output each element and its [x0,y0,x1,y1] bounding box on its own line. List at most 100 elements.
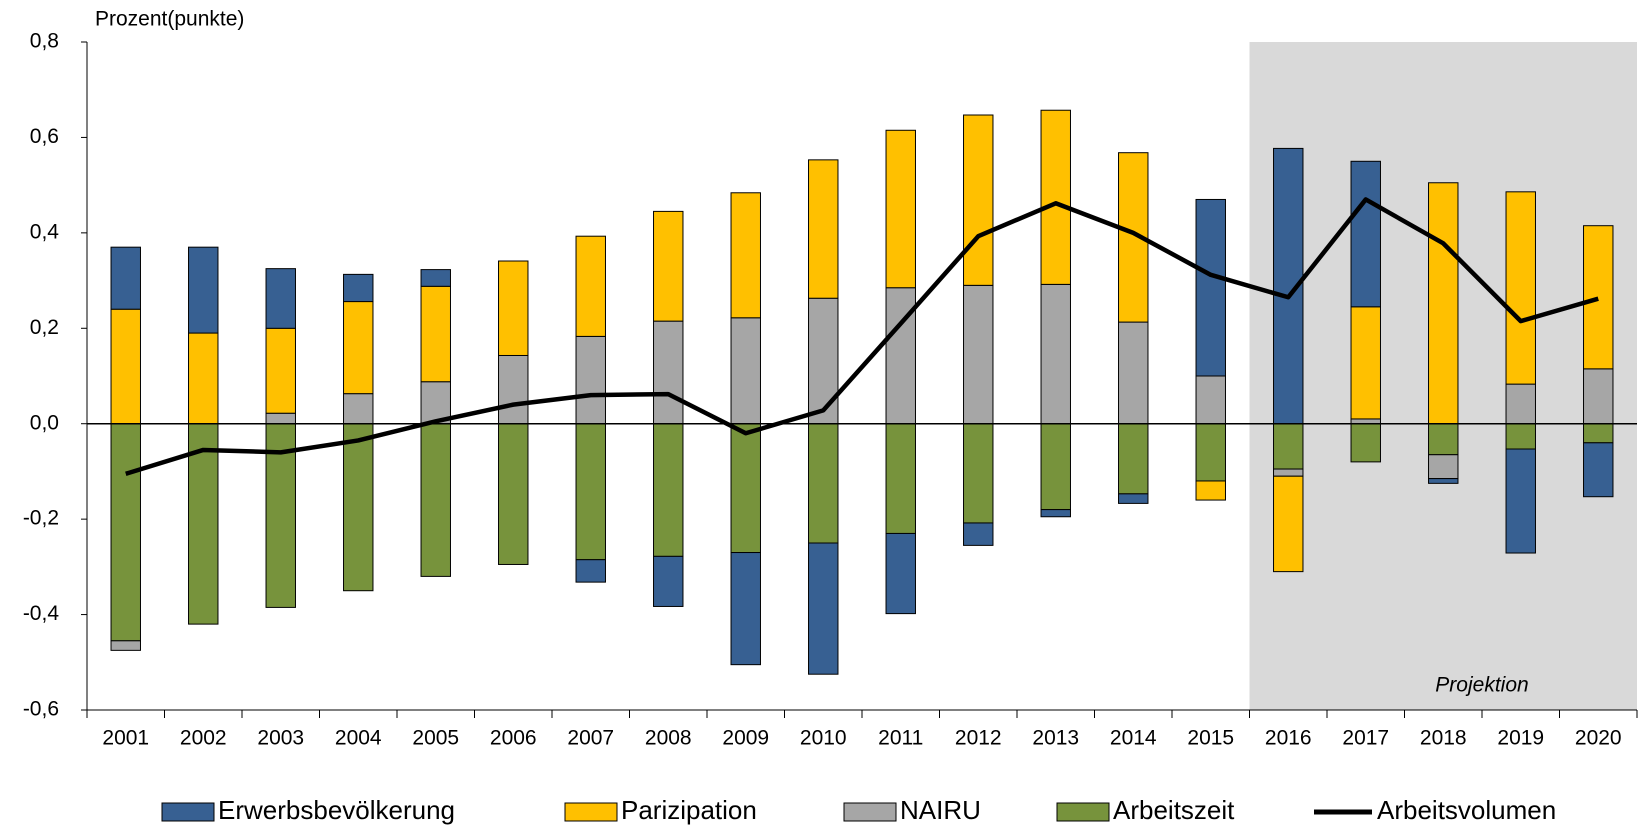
bar-segment [1350,423,1381,463]
projection-label: Projektion [1435,674,1528,697]
bar-segment [653,423,684,557]
legend-swatch [564,802,618,822]
x-tick-label: 2007 [567,727,614,750]
x-tick-label: 2009 [722,727,769,750]
bar-segment [1273,475,1304,573]
legend-label: NAIRU [900,795,981,825]
bar-segment [885,423,916,534]
legend-label: Arbeitsvolumen [1377,795,1556,825]
bar-segment [653,555,684,607]
bar-segment [730,423,761,554]
bar-segment [653,210,684,322]
bar-segment [343,423,374,592]
legend-label: Arbeitszeit [1113,795,1235,825]
bar-segment [1040,423,1071,511]
y-tick-label: 0,4 [30,220,60,243]
bar-segment [420,269,451,287]
bar-segment [963,423,994,524]
bar-segment [343,393,374,425]
x-tick-label: 2011 [878,727,923,750]
bar-segment [110,640,141,651]
bar-segment [1273,423,1304,470]
bar-segment [1428,182,1459,425]
y-tick-label: -0,4 [23,602,60,625]
bar-segment [963,522,994,546]
bar-segment [575,559,606,583]
x-tick-label: 2019 [1497,727,1544,750]
bar-segment [1118,493,1149,504]
bar-segment [963,114,994,286]
x-tick-label: 2020 [1575,727,1622,750]
x-tick-label: 2013 [1032,727,1079,750]
bar-segment [1583,368,1614,425]
bar-segment [343,273,374,303]
bar-segment [885,287,916,425]
bar-segment [730,317,761,425]
x-tick-label: 2012 [955,727,1002,750]
bar-segment [1583,442,1614,498]
bar-segment [730,552,761,666]
bar-segment [420,285,451,383]
bar-segment [1195,423,1226,482]
bar-segment [575,335,606,425]
bar-segment [420,423,451,577]
bar-segment [110,423,141,642]
bar-segment [1428,478,1459,484]
bar-segment [265,327,296,414]
legend-swatch [1056,802,1110,822]
legend-label: Erwerbsbevölkerung [218,795,455,825]
x-tick-label: 2014 [1110,727,1157,750]
bar-segment [1583,423,1614,444]
bar-segment [1583,225,1614,370]
y-tick-label: -0,2 [23,507,59,530]
bar-segment [730,192,761,319]
bar-segment [1505,448,1536,554]
x-tick-label: 2002 [180,727,227,750]
x-tick-label: 2001 [102,727,149,750]
bar-segment [885,532,916,615]
bar-segment [498,354,529,425]
bar-segment [1195,480,1226,501]
bar-segment [1350,306,1381,420]
x-tick-label: 2010 [800,727,847,750]
bar-segment [653,320,684,425]
x-tick-label: 2004 [335,727,382,750]
bar-segment [1505,423,1536,450]
bar-segment [963,284,994,425]
bar-segment [808,159,839,299]
bar-segment [808,542,839,675]
x-tick-label: 2017 [1342,727,1389,750]
line [125,197,1599,476]
x-tick-label: 2005 [412,727,459,750]
bar-segment [1040,283,1071,425]
bar-segment [265,412,296,425]
bar-segment [1118,423,1149,495]
legend-swatch [843,802,897,822]
bar-segment [265,268,296,329]
y-tick-label: 0,8 [30,30,59,53]
x-tick-label: 2008 [645,727,692,750]
y-tick-label: 0,0 [30,411,59,434]
bar-segment [1428,423,1459,456]
bar-segment [188,332,219,425]
y-axis-label: Prozent(punkte) [95,8,244,31]
bar-segment [110,246,141,310]
bar-segment [1505,191,1536,385]
y-tick-label: 0,2 [30,316,59,339]
bar-segment [188,246,219,334]
bar-segment [1040,509,1071,518]
bar-segment [1195,375,1226,425]
bar-segment [575,235,606,337]
x-tick-label: 2006 [490,727,537,750]
bar-segment [110,308,141,425]
bar-segment [1195,198,1226,377]
bar-segment [808,423,839,544]
bar-segment [343,301,374,395]
x-tick-label: 2016 [1265,727,1312,750]
bar-segment [808,297,839,425]
bar-segment [498,423,529,565]
legend-swatch [161,802,215,822]
x-tick-label: 2003 [257,727,304,750]
bar-segment [1118,321,1149,425]
